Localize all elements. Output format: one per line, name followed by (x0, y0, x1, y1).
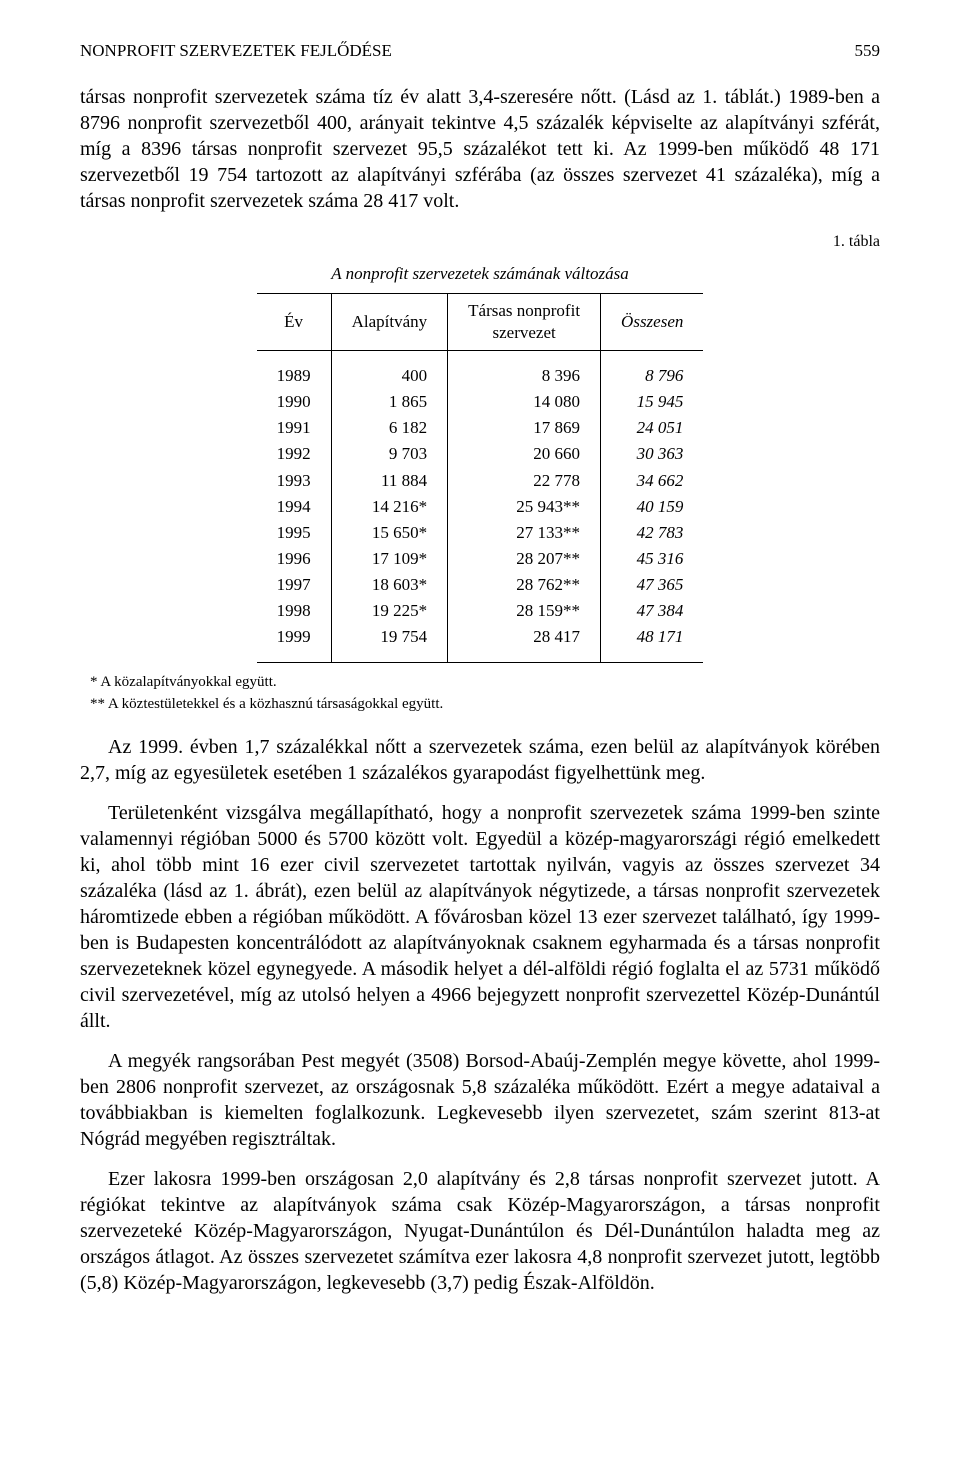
cell-foundation: 18 603* (331, 572, 448, 598)
cell-partner: 27 133** (448, 520, 601, 546)
cell-partner: 17 869 (448, 415, 601, 441)
cell-year: 1992 (257, 441, 332, 467)
cell-partner: 28 207** (448, 546, 601, 572)
cell-foundation: 15 650* (331, 520, 448, 546)
table-row: 199819 225*28 159**47 384 (257, 598, 704, 624)
cell-year: 1989 (257, 351, 332, 390)
col-year: Év (257, 293, 332, 350)
cell-foundation: 9 703 (331, 441, 448, 467)
cell-partner: 22 778 (448, 468, 601, 494)
nonprofit-table: Év Alapítvány Társas nonprofit szervezet… (257, 293, 704, 663)
cell-total: 24 051 (601, 415, 704, 441)
table-row: 199919 75428 41748 171 (257, 624, 704, 663)
cell-partner: 20 660 (448, 441, 601, 467)
header-title: NONPROFIT SZERVEZETEK FEJLŐDÉSE (80, 40, 392, 62)
cell-foundation: 6 182 (331, 415, 448, 441)
cell-foundation: 19 754 (331, 624, 448, 663)
col-total: Összesen (601, 293, 704, 350)
cell-partner: 8 396 (448, 351, 601, 390)
cell-partner: 28 762** (448, 572, 601, 598)
cell-total: 42 783 (601, 520, 704, 546)
table-row: 19916 18217 86924 051 (257, 415, 704, 441)
table-row: 199414 216*25 943**40 159 (257, 494, 704, 520)
cell-total: 30 363 (601, 441, 704, 467)
cell-year: 1998 (257, 598, 332, 624)
cell-partner: 14 080 (448, 389, 601, 415)
cell-partner: 25 943** (448, 494, 601, 520)
footnote-2: ** A köztestületekkel és a közhasznú tár… (90, 695, 880, 715)
cell-total: 48 171 (601, 624, 704, 663)
cell-total: 40 159 (601, 494, 704, 520)
cell-year: 1993 (257, 468, 332, 494)
page-header: NONPROFIT SZERVEZETEK FEJLŐDÉSE 559 (80, 40, 880, 62)
table-row: 199617 109*28 207**45 316 (257, 546, 704, 572)
table-caption: A nonprofit szervezetek számának változá… (80, 263, 880, 285)
table-header-row: Év Alapítvány Társas nonprofit szervezet… (257, 293, 704, 350)
cell-foundation: 14 216* (331, 494, 448, 520)
table-row: 19894008 3968 796 (257, 351, 704, 390)
cell-total: 34 662 (601, 468, 704, 494)
cell-total: 45 316 (601, 546, 704, 572)
cell-foundation: 17 109* (331, 546, 448, 572)
footnote-1: * A közalapítványokkal együtt. (90, 673, 880, 693)
cell-partner: 28 417 (448, 624, 601, 663)
table-footnotes: * A közalapítványokkal együtt. ** A közt… (90, 673, 880, 714)
paragraph-2: Az 1999. évben 1,7 százalékkal nőtt a sz… (80, 734, 880, 786)
paragraph-4: A megyék rangsorában Pest megyét (3508) … (80, 1048, 880, 1152)
cell-total: 47 365 (601, 572, 704, 598)
cell-foundation: 19 225* (331, 598, 448, 624)
table-row: 199718 603*28 762**47 365 (257, 572, 704, 598)
cell-foundation: 1 865 (331, 389, 448, 415)
cell-year: 1997 (257, 572, 332, 598)
paragraph-5: Ezer lakosra 1999-ben országosan 2,0 ala… (80, 1166, 880, 1296)
cell-foundation: 400 (331, 351, 448, 390)
col-partner-nonprofit: Társas nonprofit szervezet (448, 293, 601, 350)
cell-year: 1996 (257, 546, 332, 572)
table-label: 1. tábla (80, 232, 880, 253)
table-row: 199311 88422 77834 662 (257, 468, 704, 494)
cell-partner: 28 159** (448, 598, 601, 624)
cell-year: 1994 (257, 494, 332, 520)
cell-total: 15 945 (601, 389, 704, 415)
table-row: 199515 650*27 133**42 783 (257, 520, 704, 546)
table-row: 19929 70320 66030 363 (257, 441, 704, 467)
table-row: 19901 86514 08015 945 (257, 389, 704, 415)
cell-total: 47 384 (601, 598, 704, 624)
cell-year: 1991 (257, 415, 332, 441)
page-number: 559 (855, 40, 881, 62)
cell-year: 1995 (257, 520, 332, 546)
cell-total: 8 796 (601, 351, 704, 390)
cell-year: 1999 (257, 624, 332, 663)
paragraph-3: Területenként vizsgálva megállapítható, … (80, 800, 880, 1034)
paragraph-1: társas nonprofit szervezetek száma tíz é… (80, 84, 880, 214)
cell-foundation: 11 884 (331, 468, 448, 494)
cell-year: 1990 (257, 389, 332, 415)
col-foundation: Alapítvány (331, 293, 448, 350)
